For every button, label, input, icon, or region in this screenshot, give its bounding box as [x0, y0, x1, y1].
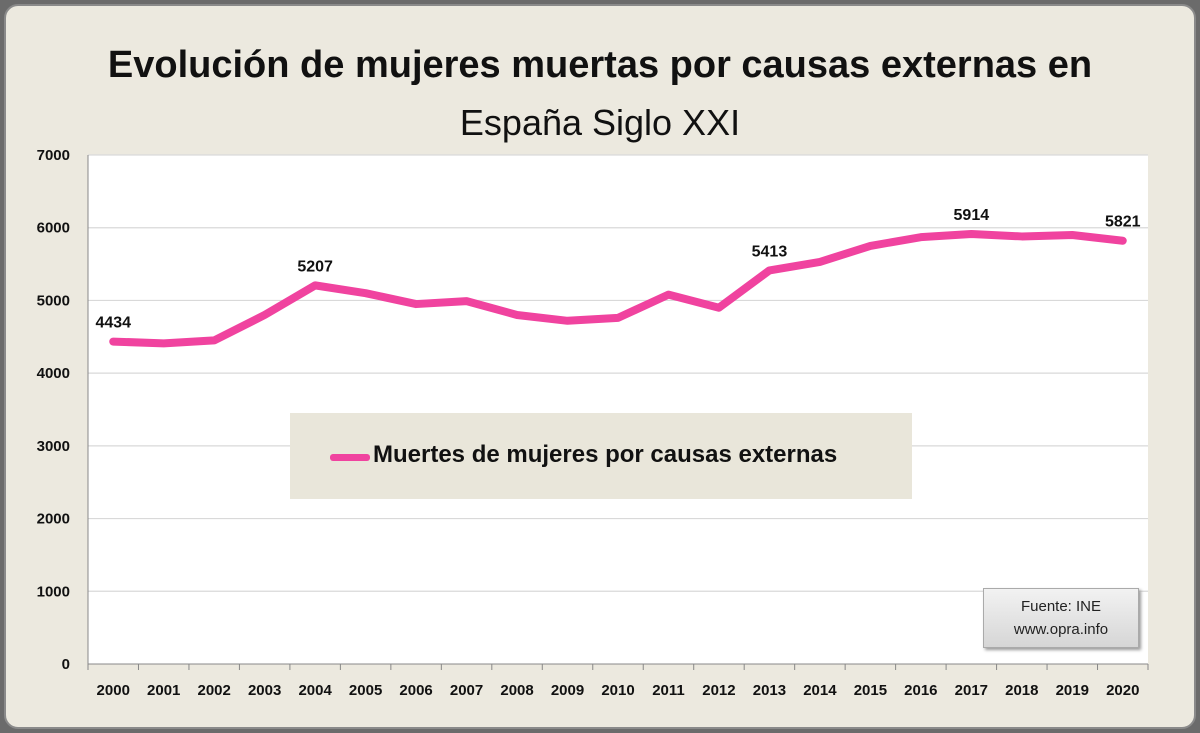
y-tick-label: 6000 — [37, 220, 70, 237]
data-label: 4434 — [95, 315, 131, 332]
plot-area — [88, 155, 1148, 664]
y-tick-label: 4000 — [37, 365, 70, 382]
x-tick-label: 2013 — [753, 682, 786, 699]
x-tick-label: 2001 — [147, 682, 180, 699]
legend: Muertes de mujeres por causas externas — [290, 413, 912, 499]
x-tick-label: 2015 — [854, 682, 887, 699]
x-tick-label: 2000 — [97, 682, 130, 699]
data-label: 5821 — [1105, 214, 1141, 231]
y-tick-label: 5000 — [37, 292, 70, 309]
x-tick-label: 2012 — [702, 682, 735, 699]
y-tick-label: 2000 — [37, 511, 70, 528]
x-tick-label: 2008 — [500, 682, 533, 699]
y-tick-label: 3000 — [37, 438, 70, 455]
x-tick-label: 2017 — [955, 682, 988, 699]
y-tick-label: 1000 — [37, 583, 70, 600]
x-tick-label: 2002 — [198, 682, 231, 699]
x-tick-label: 2006 — [399, 682, 432, 699]
data-label: 5207 — [297, 258, 333, 275]
data-label: 5914 — [954, 207, 990, 224]
x-tick-label: 2019 — [1056, 682, 1089, 699]
x-tick-label: 2014 — [803, 682, 837, 699]
x-tick-label: 2009 — [551, 682, 584, 699]
y-tick-label: 0 — [62, 656, 70, 673]
source-text: Fuente: INE — [1020, 598, 1102, 615]
chart-title: Evolución de mujeres muertas por causas … — [107, 44, 1093, 86]
data-label: 5413 — [752, 243, 788, 260]
x-tick-label: 2005 — [349, 682, 382, 699]
x-tick-label: 2016 — [904, 682, 937, 699]
y-tick-label: 7000 — [37, 147, 70, 164]
source-url: www.opra.info — [1013, 621, 1109, 638]
legend-swatch — [330, 454, 370, 461]
x-tick-label: 2003 — [248, 682, 281, 699]
x-tick-label: 2018 — [1005, 682, 1038, 699]
source-box: Fuente: INE www.opra.info — [983, 588, 1139, 648]
x-tick-label: 2011 — [652, 682, 685, 699]
x-tick-label: 2004 — [298, 682, 332, 699]
x-tick-label: 2010 — [601, 682, 634, 699]
x-tick-label: 2020 — [1106, 682, 1139, 699]
x-tick-label: 2007 — [450, 682, 483, 699]
legend-label: Muertes de mujeres por causas externas — [373, 441, 838, 468]
chart-subtitle: España Siglo XXI — [459, 102, 741, 143]
